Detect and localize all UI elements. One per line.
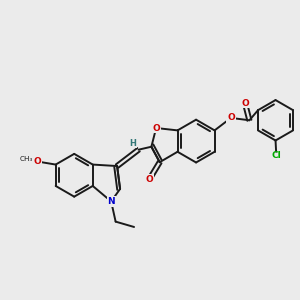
Text: N: N [107, 197, 115, 206]
Text: CH₃: CH₃ [20, 156, 33, 162]
Text: O: O [152, 124, 160, 133]
Text: H: H [130, 139, 136, 148]
Text: O: O [34, 157, 42, 166]
Text: O: O [241, 98, 249, 107]
Text: O: O [227, 113, 235, 122]
Text: O: O [146, 175, 153, 184]
Text: Cl: Cl [271, 152, 281, 160]
